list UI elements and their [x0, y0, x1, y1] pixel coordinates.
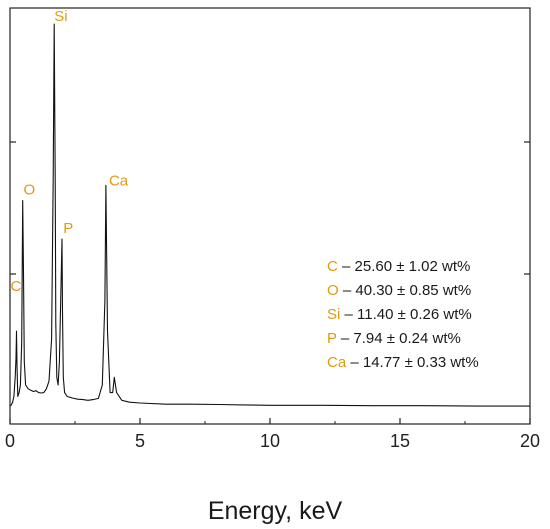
composition-legend: C – 25.60 ± 1.02 wt% O – 40.30 ± 0.85 wt%… — [327, 258, 479, 371]
spectrum-line — [9, 23, 530, 407]
x-tick-label: 20 — [520, 431, 540, 451]
x-axis-title: Energy, keV — [208, 497, 343, 525]
legend-element-symbol: P — [327, 330, 337, 347]
legend-entry-c: C – 25.60 ± 1.02 wt% — [327, 258, 470, 275]
legend-entry-o: O – 40.30 ± 0.85 wt% — [327, 282, 471, 299]
legend-entry-p: P – 7.94 ± 0.24 wt% — [327, 330, 461, 347]
peak-label-o: O — [24, 182, 36, 199]
peak-label-c: C — [11, 278, 22, 295]
legend-entry-ca: Ca – 14.77 ± 0.33 wt% — [327, 354, 479, 371]
legend-value: – 40.30 ± 0.85 wt% — [339, 282, 471, 299]
x-tick-label: 0 — [5, 431, 15, 451]
x-tick-label: 5 — [135, 431, 145, 451]
legend-element-symbol: Si — [327, 306, 340, 323]
peak-label-si: Si — [54, 8, 67, 25]
legend-element-symbol: Ca — [327, 354, 347, 371]
peak-label-ca: Ca — [109, 172, 129, 189]
legend-element-symbol: C — [327, 258, 338, 275]
legend-value: – 14.77 ± 0.33 wt% — [346, 354, 478, 371]
legend-element-symbol: O — [327, 282, 339, 299]
legend-entry-si: Si – 11.40 ± 0.26 wt% — [327, 306, 472, 323]
legend-value: – 25.60 ± 1.02 wt% — [338, 258, 470, 275]
legend-value: – 7.94 ± 0.24 wt% — [337, 330, 461, 347]
legend-value: – 11.40 ± 0.26 wt% — [340, 306, 471, 323]
x-tick-label: 15 — [390, 431, 410, 451]
peak-labels: C O Si P Ca — [11, 8, 129, 295]
y-axis-ticks — [10, 141, 530, 275]
x-tick-label: 10 — [260, 431, 280, 451]
peak-label-p: P — [63, 220, 73, 237]
x-axis: 0 5 10 15 20 — [5, 418, 540, 451]
